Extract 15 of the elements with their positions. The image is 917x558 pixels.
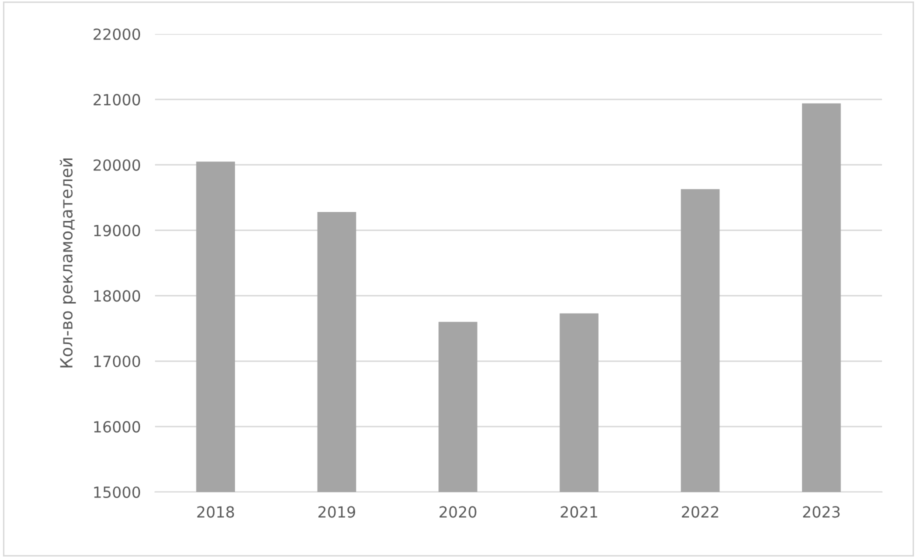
y-tick-label: 16000	[94, 421, 140, 433]
x-tick-label: 2021	[560, 506, 598, 518]
x-tick-label: 2023	[803, 506, 840, 518]
y-tick-label: 22000	[94, 28, 140, 40]
y-tick-label: 17000	[94, 356, 140, 368]
x-tick-label: 2022	[682, 506, 718, 518]
x-tick-label: 2019	[318, 506, 356, 518]
y-axis-title: Кол-во рекламодателей	[60, 158, 76, 368]
x-tick-label: 2020	[440, 506, 476, 518]
y-tick-label: 18000	[94, 290, 140, 302]
y-tick-label: 19000	[94, 224, 140, 236]
y-tick-label: 20000	[94, 159, 140, 171]
x-tick-label: 2018	[197, 506, 234, 518]
y-tick-label: 15000	[94, 486, 140, 498]
y-tick-label: 21000	[94, 94, 140, 106]
